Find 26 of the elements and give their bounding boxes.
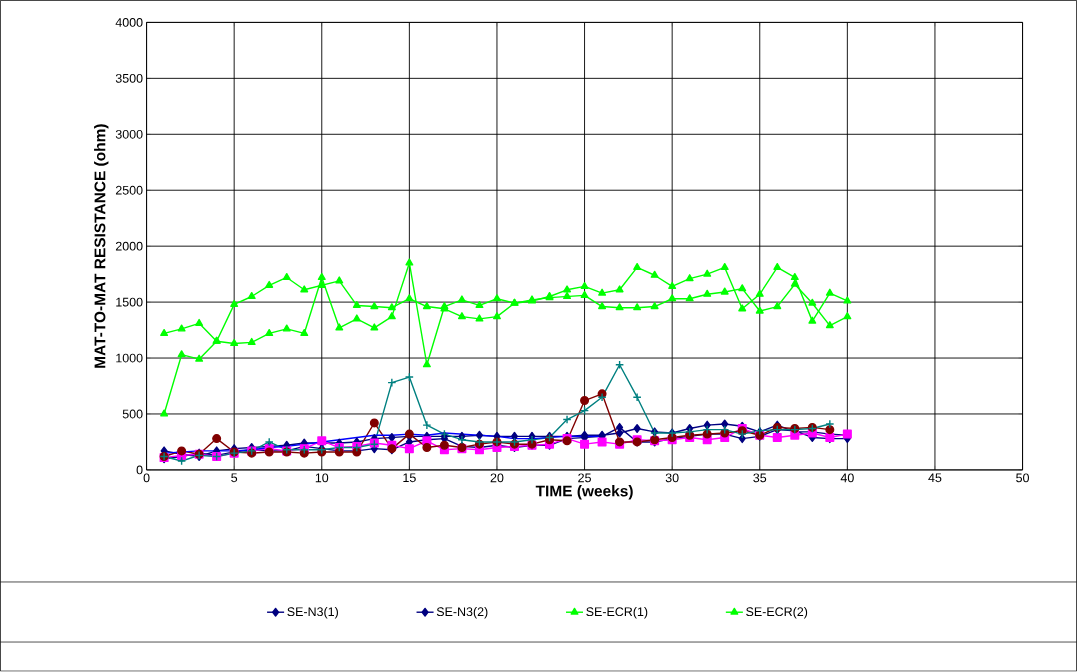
x-tick-label: 35 <box>753 473 767 483</box>
y-tick-label: 4000 <box>115 18 143 28</box>
y-tick-label: 500 <box>122 409 143 419</box>
legend-label: SE-ECR(2) <box>746 607 808 619</box>
y-tick-label: 3000 <box>115 130 143 139</box>
y-tick-label: 2000 <box>115 241 143 251</box>
x-tick-label: 30 <box>665 473 679 483</box>
y-tick-label: 1500 <box>116 297 143 307</box>
x-tick-label: 25 <box>578 473 591 483</box>
y-tick-label: 2500 <box>115 186 143 195</box>
legend-label: SE-N3(2) <box>436 607 488 619</box>
y-tick-label: 3500 <box>115 74 143 83</box>
x-tick-label: 0 <box>143 473 150 483</box>
x-tick-label: 10 <box>315 473 329 483</box>
x-tick-label: 20 <box>490 473 504 483</box>
x-tick-label: 40 <box>840 473 854 483</box>
y-tick-label: 1000 <box>116 353 143 363</box>
x-tick-label: 5 <box>231 473 238 483</box>
x-tick-label: 15 <box>403 473 416 483</box>
legend-label: SE-N3(1) <box>287 607 338 619</box>
legend-label: SE-ECR(1) <box>586 607 648 619</box>
x-axis-title: TIME (weeks) <box>535 485 633 500</box>
x-tick-label: 50 <box>1016 473 1029 483</box>
y-axis-title: MAT-TO-MAT RESISTANCE (ohm) <box>94 124 109 369</box>
y-tick-label: 0 <box>136 465 143 475</box>
x-tick-label: 45 <box>928 473 942 483</box>
